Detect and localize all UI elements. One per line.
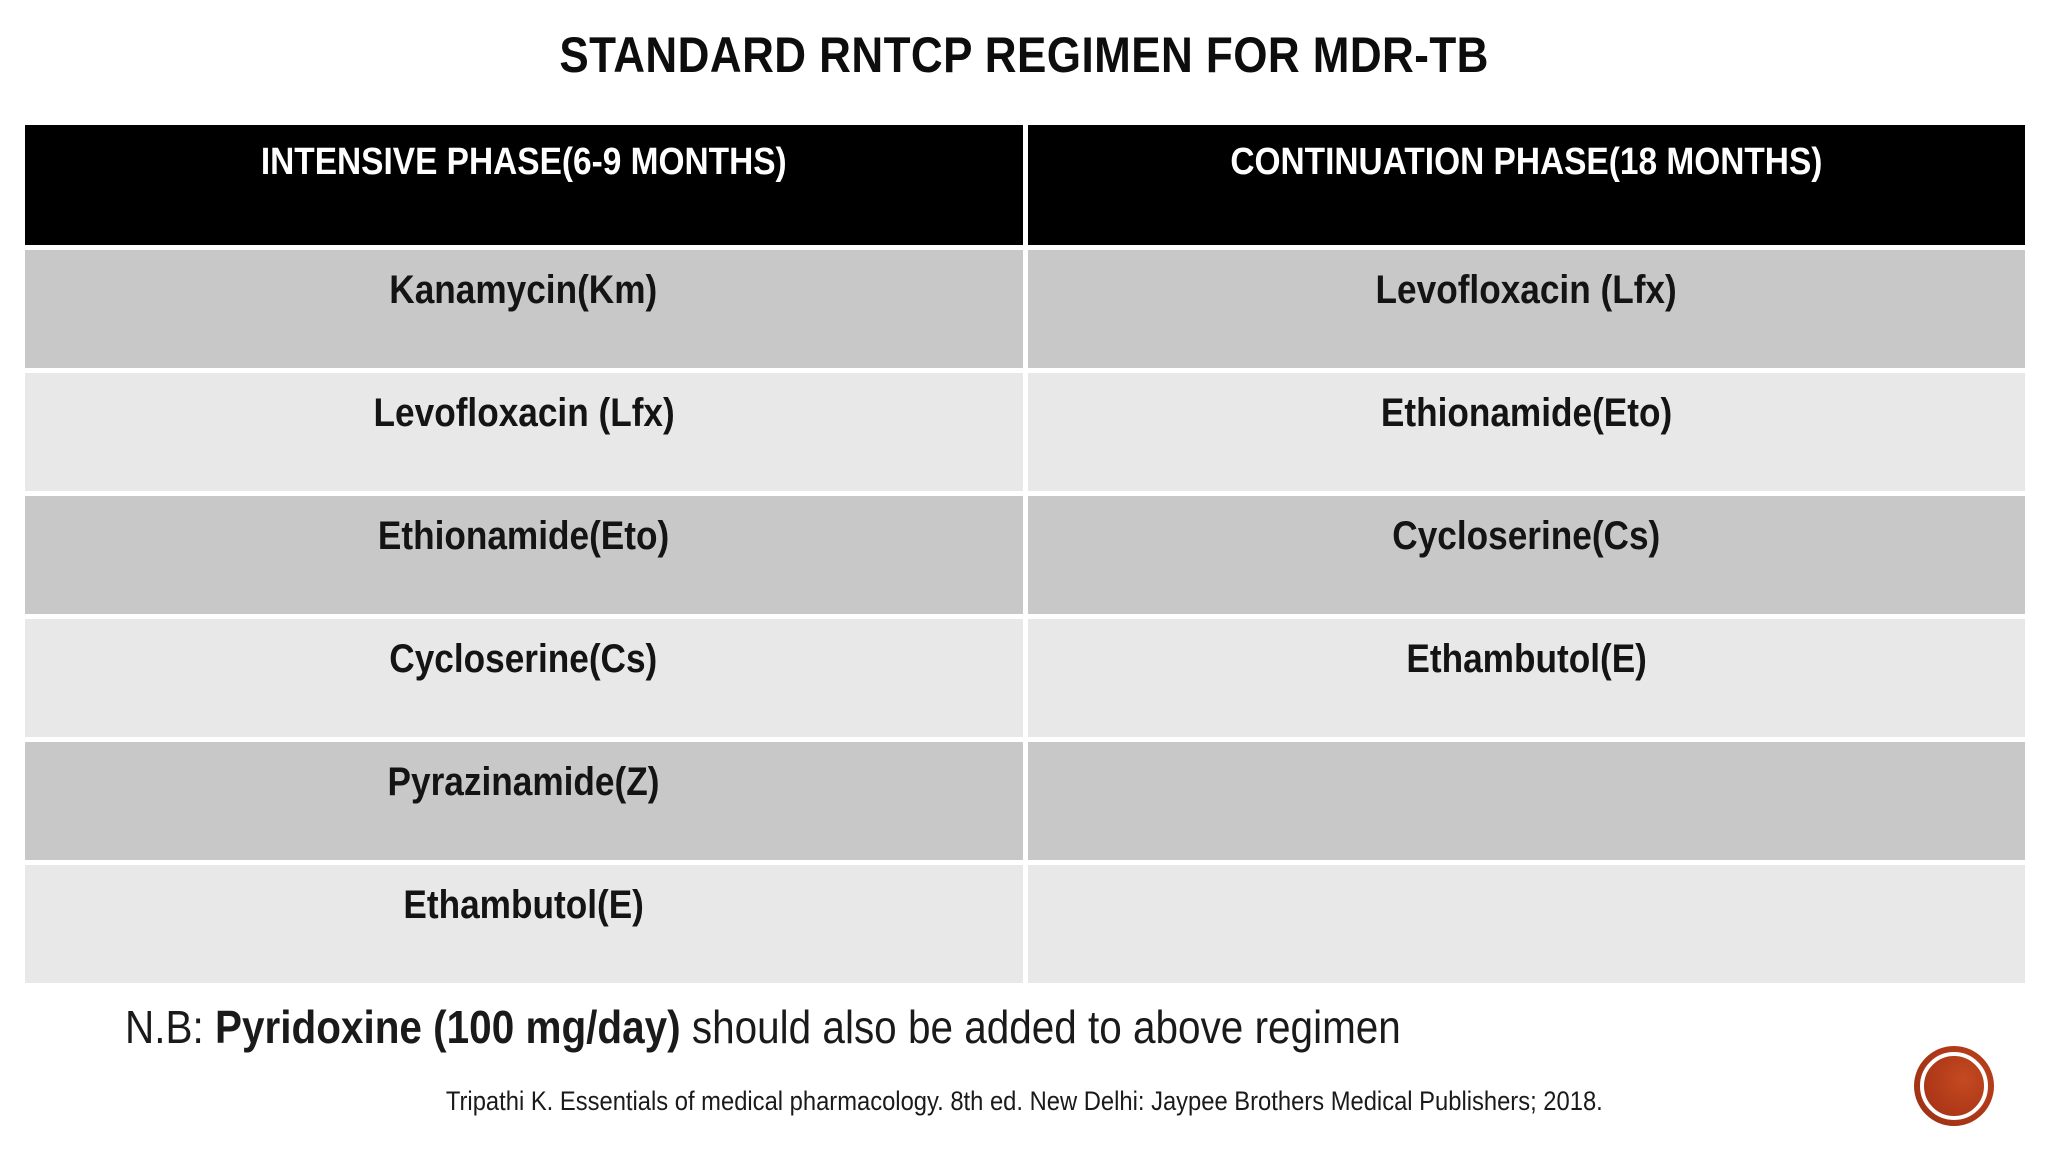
table-cell: Cycloserine(Cs): [1027, 496, 2025, 614]
table-header-intensive-phase: INTENSIVE PHASE(6-9 MONTHS): [25, 125, 1023, 245]
table-header-label: CONTINUATION PHASE(18 MONTHS): [1230, 141, 1823, 183]
drug-name: Cycloserine(Cs): [389, 637, 658, 681]
seal-logo-icon: [1914, 1046, 1994, 1126]
table-cell: Levofloxacin (Lfx): [1027, 250, 2025, 368]
drug-name: Cycloserine(Cs): [1392, 514, 1661, 558]
drug-name: Ethambutol(E): [403, 883, 645, 927]
regimen-table: INTENSIVE PHASE(6-9 MONTHS) CONTINUATION…: [25, 125, 2025, 983]
drug-name: Pyrazinamide(Z): [387, 760, 660, 804]
drug-name: Levofloxacin (Lfx): [373, 391, 675, 435]
table-cell: Pyrazinamide(Z): [25, 742, 1023, 860]
drug-name: Ethionamide(Eto): [378, 514, 670, 558]
table-cell: Kanamycin(Km): [25, 250, 1023, 368]
nb-note-prefix: N.B:: [124, 1001, 215, 1053]
table-cell: Ethambutol(E): [1027, 619, 2025, 737]
page-title-text: STANDARD RNTCP REGIMEN FOR MDR-TB: [559, 27, 1489, 83]
citation: Tripathi K. Essentials of medical pharma…: [0, 1086, 2048, 1117]
table-cell: [1027, 742, 2025, 860]
nb-note-drug: Pyridoxine (100 mg/day): [214, 1001, 681, 1053]
citation-text: Tripathi K. Essentials of medical pharma…: [445, 1086, 1603, 1116]
table-cell: Levofloxacin (Lfx): [25, 373, 1023, 491]
nb-note-text: N.B: Pyridoxine (100 mg/day) should also…: [125, 1000, 1401, 1054]
seal-ring: [1920, 1052, 1988, 1120]
drug-name: Ethambutol(E): [1405, 637, 1647, 681]
nb-note: N.B: Pyridoxine (100 mg/day) should also…: [38, 1000, 1488, 1054]
drug-name: Levofloxacin (Lfx): [1375, 268, 1677, 312]
drug-name: Kanamycin(Km): [389, 268, 658, 312]
page-title: STANDARD RNTCP REGIMEN FOR MDR-TB: [0, 26, 2048, 84]
table-cell: Ethionamide(Eto): [25, 496, 1023, 614]
table-cell: Ethambutol(E): [25, 865, 1023, 983]
table-cell: Cycloserine(Cs): [25, 619, 1023, 737]
table-header-label: INTENSIVE PHASE(6-9 MONTHS): [260, 141, 787, 183]
table-cell: [1027, 865, 2025, 983]
nb-note-rest: should also be added to above regimen: [680, 1001, 1401, 1053]
drug-name: Ethionamide(Eto): [1380, 391, 1672, 435]
table-cell: Ethionamide(Eto): [1027, 373, 2025, 491]
table-header-continuation-phase: CONTINUATION PHASE(18 MONTHS): [1027, 125, 2025, 245]
